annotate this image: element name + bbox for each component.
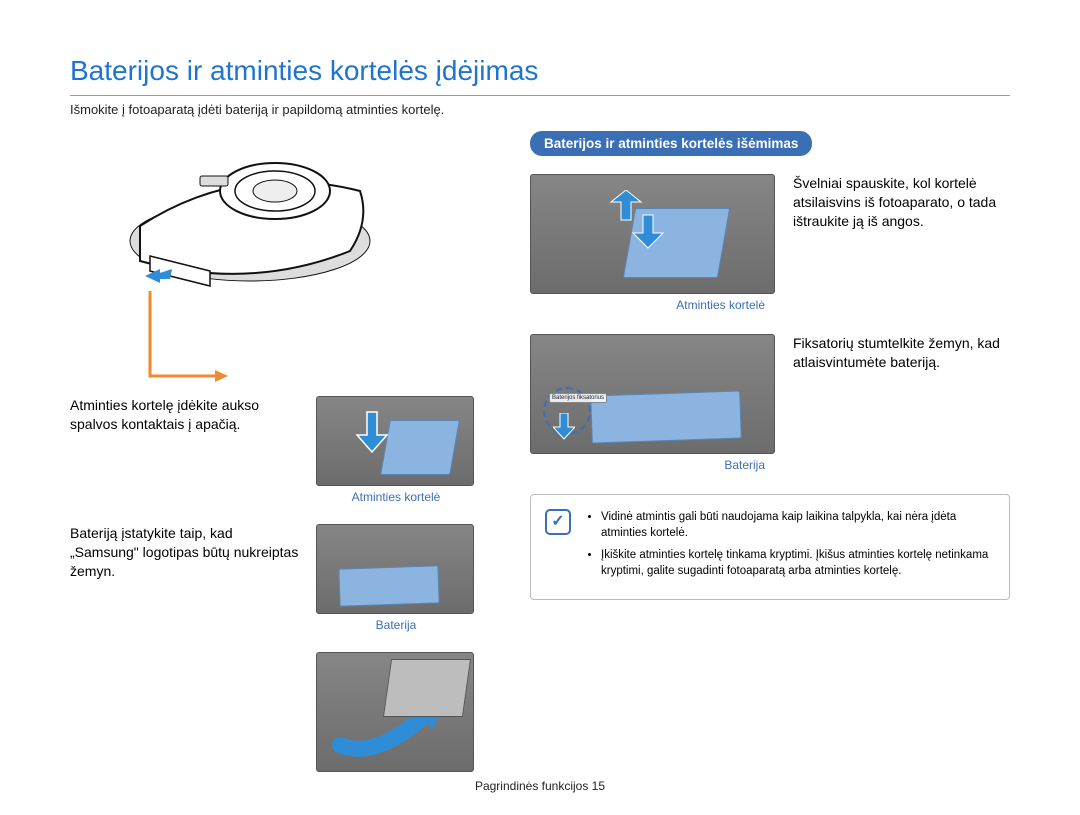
info-list: Vidinė atmintis gali būti naudojama kaip… [585,509,995,579]
blue-arrow-down-icon [347,407,397,457]
left-row-close-cover [70,652,500,772]
orange-arrow-icon [140,291,230,391]
page-subtitle: Išmokite į fotoaparatą įdėti bateriją ir… [70,102,1010,117]
thumb-close-cover [316,652,474,772]
left-column: Atminties kortelę įdėkite aukso spalvos … [70,131,500,792]
thumb-battery-remove: Baterijos fiksatorius [530,334,775,454]
title-divider [70,95,1010,96]
info-item: Vidinė atmintis gali būti naudojama kaip… [601,509,995,541]
info-item: Įkiškite atminties kortelę tinkama krypt… [601,547,995,579]
right-row1-text: Švelniai spauskite, kol kortelė atsilais… [793,174,1010,231]
left-row-battery: Bateriją įstatykite taip, kad „Samsung" … [70,524,500,632]
right-row-battery-remove: Baterijos fiksatorius Baterija Fiksatori… [530,334,1010,472]
removal-section-header: Baterijos ir atminties kortelės išėmimas [530,131,812,156]
right-row-memory-remove: Atminties kortelė Švelniai spauskite, ko… [530,174,1010,312]
left-row2-text: Bateriją įstatykite taip, kad „Samsung" … [70,524,300,581]
thumb-memory-remove [530,174,775,294]
page-footer: Pagrindinės funkcijos 15 [0,779,1080,793]
thumb-caption-memory-remove: Atminties kortelė [530,298,775,312]
camera-illustration [100,131,380,301]
page-title: Baterijos ir atminties kortelės įdėjimas [70,55,1010,87]
right-column: Baterijos ir atminties kortelės išėmimas… [530,131,1010,792]
thumb-caption-battery-remove: Baterija [530,458,775,472]
thumb-caption-battery: Baterija [316,618,476,632]
battery-lock-label: Baterijos fiksatorius [549,393,607,403]
left-row1-text: Atminties kortelę įdėkite aukso spalvos … [70,396,300,434]
info-icon: ✓ [545,509,571,535]
right-row2-text: Fiksatorių stumtelkite žemyn, kad atlais… [793,334,1010,372]
thumb-memory-card-insert [316,396,474,486]
blue-arrows-updown-icon [601,190,671,260]
thumb-caption-memory-card: Atminties kortelė [316,490,476,504]
blue-arrow-small-down-icon [553,413,575,443]
info-box: ✓ Vidinė atmintis gali būti naudojama ka… [530,494,1010,600]
left-row-memory-card: Atminties kortelę įdėkite aukso spalvos … [70,396,500,504]
thumb-battery-insert [316,524,474,614]
